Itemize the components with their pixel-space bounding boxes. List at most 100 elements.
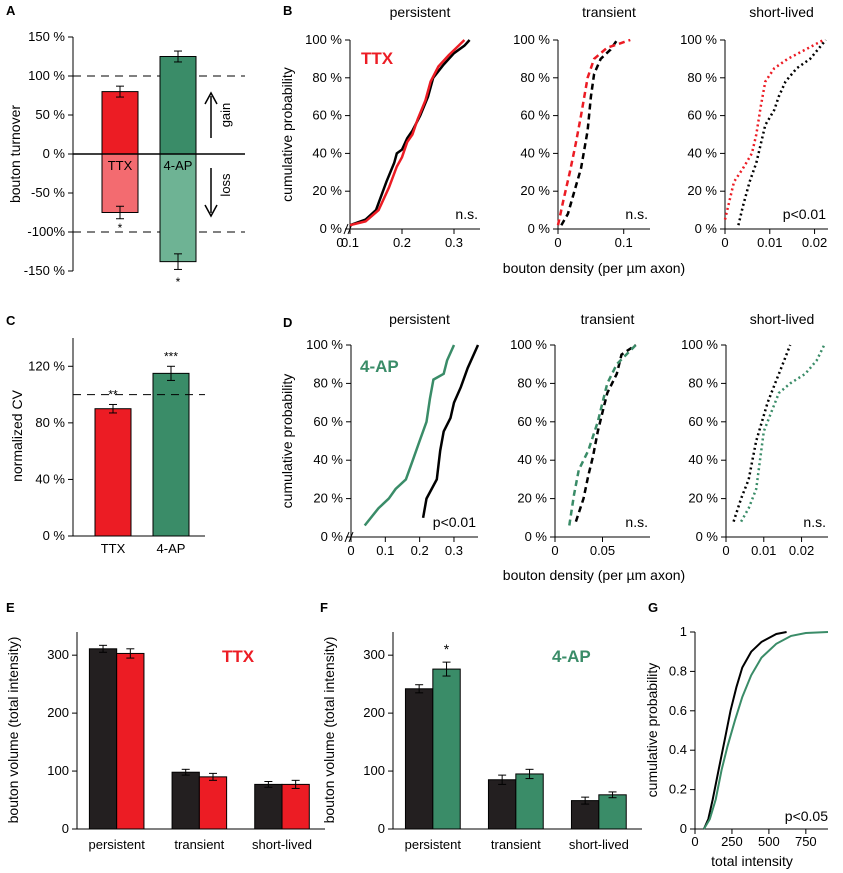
D-treated-line-persistent — [363, 344, 456, 527]
D-axis-break — [344, 531, 350, 543]
C-ylabel: normalized CV — [9, 389, 25, 481]
G-xtick-label: 750 — [795, 834, 817, 849]
D-control-line-transient — [574, 343, 637, 522]
D-xtick-label: 0.01 — [751, 543, 776, 558]
E-ytick-label: 300 — [47, 647, 69, 662]
B-xtick-label: 0.02 — [802, 235, 827, 250]
D-ytick-label: 80 % — [688, 375, 718, 390]
C-star-TTX: ** — [108, 387, 118, 401]
D-xtick-label: 0.1 — [376, 543, 394, 558]
F-ytick-label: 100 — [363, 763, 385, 778]
B-stat-short-lived: p<0.01 — [783, 206, 826, 222]
B-stat-transient: n.s. — [625, 206, 648, 222]
G-xtick-label: 0 — [691, 834, 698, 849]
E-ytick-label: 100 — [47, 763, 69, 778]
B-treated-line-persistent — [349, 39, 466, 227]
B-ytick-label: 100 % — [513, 32, 550, 47]
B-stat-persistent: n.s. — [455, 206, 478, 222]
G-xtick-label: 250 — [721, 834, 743, 849]
F-star: * — [444, 641, 450, 657]
A-bar-label-4-AP: 4-AP — [164, 158, 193, 173]
D-stat-short-lived: n.s. — [803, 514, 826, 530]
A-ytick-label: 0 % — [43, 146, 66, 161]
D-subtitle-persistent: persistent — [389, 311, 450, 327]
E-xtick-label-short-lived: short-lived — [252, 837, 312, 852]
D-treated-line-short-lived — [740, 344, 826, 523]
G-ytick-label: 0.2 — [669, 782, 687, 797]
E-bar-TTX-persistent — [116, 652, 145, 830]
B-ylabel: cumulative probability — [279, 67, 295, 202]
A-bar-gain-TTX — [101, 91, 139, 155]
B-subtitle-short-lived: short-lived — [749, 4, 814, 20]
E-ytick-label: 200 — [47, 705, 69, 720]
F-ytick-label: 300 — [363, 647, 385, 662]
F-bar-control-persistent — [404, 688, 434, 830]
C-ytick-label: 40 % — [35, 471, 65, 486]
B-xtick-label: 0.01 — [757, 235, 782, 250]
D-xtick-label: 0.02 — [789, 543, 814, 558]
D-treatment-label: 4-AP — [360, 357, 399, 376]
B-ytick-label: 80 % — [687, 70, 717, 85]
F-bar-control-transient — [487, 779, 517, 830]
B-subtitle-persistent: persistent — [390, 4, 451, 20]
E-xtick-label-persistent: persistent — [88, 837, 145, 852]
B-ytick-label: 60 % — [520, 108, 550, 123]
F-ytick-label: 0 — [378, 821, 385, 836]
B-ytick-label: 100 % — [305, 32, 342, 47]
panel-label-A: A — [6, 3, 16, 18]
G-stat: p<0.05 — [785, 808, 828, 824]
B-xtick-label: 0.2 — [393, 235, 411, 250]
D-ytick-label: 60 % — [517, 414, 547, 429]
E-bar-control-short-lived — [254, 783, 283, 830]
B-xtick-label: 0.1 — [341, 235, 359, 250]
panel-label-F: F — [320, 600, 328, 615]
D-xtick-label: 0.2 — [411, 543, 429, 558]
C-xtick-label-TTX: TTX — [101, 541, 126, 556]
B-ytick-label: 60 % — [687, 108, 717, 123]
E-ytick-label: 0 — [62, 821, 69, 836]
A-loss-label: loss — [218, 173, 233, 197]
B-axis-break — [343, 223, 349, 235]
B-ytick-label: 20 % — [312, 183, 342, 198]
B-ytick-label: 0 % — [695, 221, 718, 236]
D-stat-transient: n.s. — [625, 514, 648, 530]
G-ylabel: cumulative probability — [644, 663, 660, 798]
F-treatment-label: 4-AP — [552, 647, 591, 666]
D-ytick-label: 20 % — [313, 491, 343, 506]
D-ylabel: cumulative probability — [279, 374, 295, 509]
B-xlabel: bouton density (per µm axon) — [503, 260, 685, 276]
A-ytick-label: 50 % — [35, 107, 65, 122]
B-ytick-label: 100 % — [680, 32, 717, 47]
D-ytick-label: 0 % — [525, 529, 548, 544]
D-ytick-label: 80 % — [517, 375, 547, 390]
D-subtitle-transient: transient — [581, 311, 635, 327]
A-star-4ap: * — [176, 275, 181, 289]
D-ytick-label: 20 % — [688, 491, 718, 506]
panel-label-C: C — [6, 313, 16, 328]
G-line-control — [702, 631, 787, 830]
D-ytick-label: 60 % — [313, 414, 343, 429]
B-control-line-transient — [560, 39, 619, 226]
B-treated-line-short-lived — [723, 38, 825, 220]
B-ytick-label: 80 % — [312, 70, 342, 85]
D-stat-persistent: p<0.01 — [433, 514, 476, 530]
C-bar-4-AP — [152, 372, 190, 537]
C-xtick-label-4-AP: 4-AP — [157, 541, 186, 556]
E-xtick-label-transient: transient — [174, 837, 224, 852]
panel-label-E: E — [6, 600, 15, 615]
B-ytick-label: 20 % — [520, 183, 550, 198]
D-xtick-label: 0.05 — [590, 543, 615, 558]
A-gain-arrow — [204, 91, 218, 138]
F-ylabel: bouton volume (total intensity) — [321, 637, 337, 824]
B-ytick-label: 20 % — [687, 183, 717, 198]
D-ytick-label: 40 % — [517, 452, 547, 467]
A-star-ttx: * — [118, 221, 123, 235]
B-treatment-label: TTX — [361, 49, 394, 68]
F-xtick-label-persistent: persistent — [405, 837, 462, 852]
E-treatment-label: TTX — [222, 647, 255, 666]
B-ytick-label: 80 % — [520, 70, 550, 85]
A-ytick-label: -50 % — [31, 185, 65, 200]
E-bar-control-persistent — [88, 648, 118, 830]
D-ytick-label: 100 % — [510, 337, 547, 352]
